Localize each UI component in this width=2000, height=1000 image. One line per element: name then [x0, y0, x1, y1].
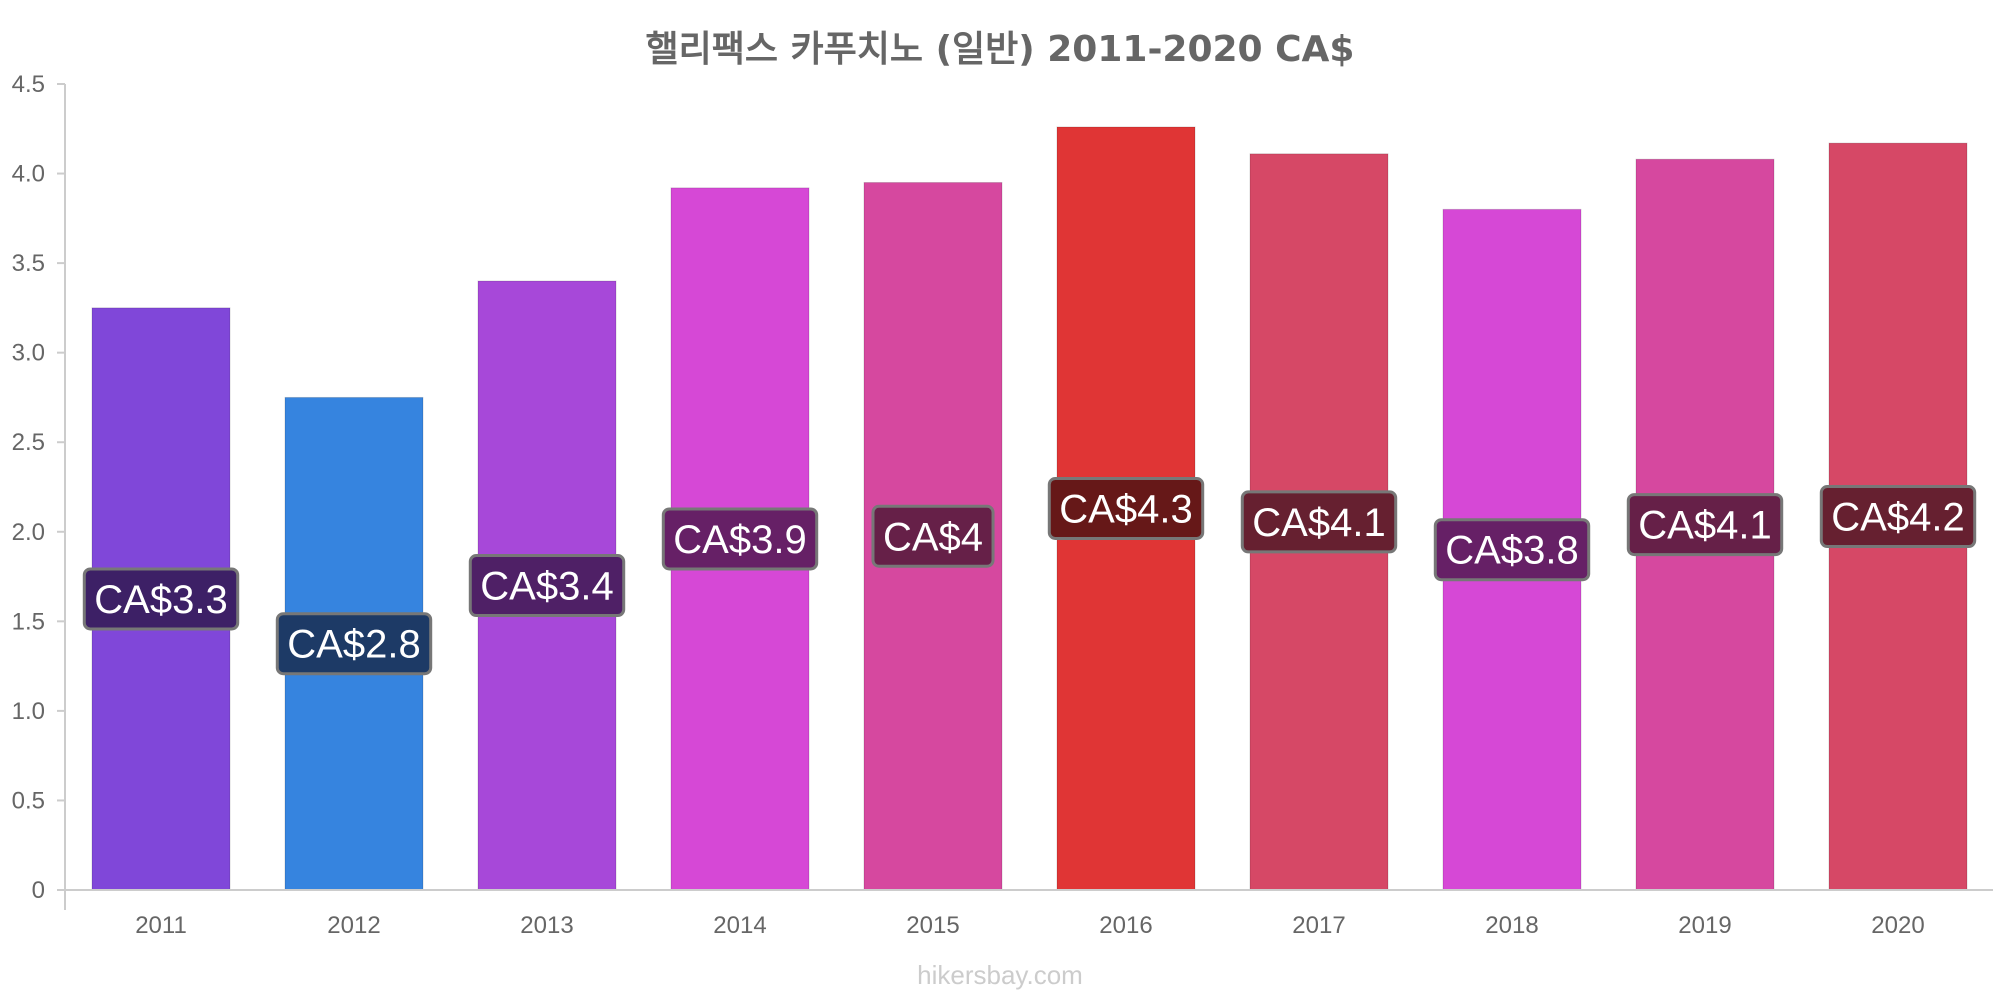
data-label-box [1433, 518, 1591, 582]
y-tick-label: 0.5 [12, 787, 45, 814]
data-label-2018: CA$3.8 [1433, 518, 1591, 582]
data-label-text: CA$3.3 [94, 578, 227, 622]
data-label-2016: CA$4.3 [1047, 476, 1205, 540]
y-tick-label: 2.0 [12, 519, 45, 546]
y-tick-label: 0 [32, 877, 45, 904]
data-label-box [661, 507, 819, 571]
data-label-text: CA$4.1 [1252, 501, 1385, 545]
y-axis: 0 0.5 1.0 1.5 2.0 2.5 3.0 3.5 4.0 4.5 [12, 71, 66, 910]
data-label-box [1240, 490, 1398, 554]
data-label-text: CA$2.8 [287, 623, 420, 667]
x-axis: 2011 2012 2013 2014 2015 2016 2017 2018 2019 2020 [65, 889, 1993, 939]
y-tick-label: 1.5 [12, 608, 45, 635]
data-label-text: CA$4.1 [1638, 504, 1771, 548]
data-label-box [82, 567, 240, 631]
data-label-text: CA$3.8 [1445, 529, 1578, 573]
data-label-box [468, 554, 626, 618]
data-label-2015: CA$4 [871, 504, 995, 568]
data-label-text: CA$4.3 [1059, 487, 1192, 531]
x-tick-label: 2018 [1485, 912, 1538, 939]
x-tick-label: 2013 [520, 912, 573, 939]
x-tick-label: 2020 [1871, 912, 1924, 939]
data-label-2020: CA$4.2 [1819, 485, 1977, 549]
data-label-box [1626, 493, 1784, 557]
data-label-2014: CA$3.9 [661, 507, 819, 571]
data-labels: CA$3.3 CA$2.8 CA$3.4 CA$3.9 CA$4 CA$4.3 CA$4.1… [82, 476, 1977, 676]
y-tick-label: 2.5 [12, 429, 45, 456]
y-tick-label: 3.5 [12, 250, 45, 277]
y-tick-label: 1.0 [12, 698, 45, 725]
y-tick-label: 3.0 [12, 340, 45, 367]
data-label-text: CA$4 [883, 515, 983, 559]
data-label-box [1047, 476, 1205, 540]
watermark: hikersbay.com [917, 960, 1083, 990]
data-label-2011: CA$3.3 [82, 567, 240, 631]
data-label-text: CA$3.9 [673, 518, 806, 562]
chart-title: 핼리팩스 카푸치노 (일반) 2011-2020 CA$ [645, 29, 1355, 70]
x-tick-label: 2012 [327, 912, 380, 939]
data-label-text: CA$3.4 [480, 565, 613, 609]
data-label-2012: CA$2.8 [275, 612, 433, 676]
y-tick-label: 4.0 [12, 161, 45, 188]
data-label-box [275, 612, 433, 676]
data-label-2017: CA$4.1 [1240, 490, 1398, 554]
x-tick-label: 2017 [1292, 912, 1345, 939]
data-label-box [1819, 485, 1977, 549]
x-tick-label: 2011 [135, 912, 187, 939]
data-label-2013: CA$3.4 [468, 554, 626, 618]
x-tick-label: 2015 [906, 912, 959, 939]
data-label-text: CA$4.2 [1831, 496, 1964, 540]
x-tick-label: 2016 [1099, 912, 1152, 939]
y-tick-label: 4.5 [12, 71, 45, 98]
x-tick-label: 2019 [1678, 912, 1731, 939]
x-tick-label: 2014 [713, 912, 766, 939]
data-label-box [871, 504, 995, 568]
data-label-2019: CA$4.1 [1626, 493, 1784, 557]
